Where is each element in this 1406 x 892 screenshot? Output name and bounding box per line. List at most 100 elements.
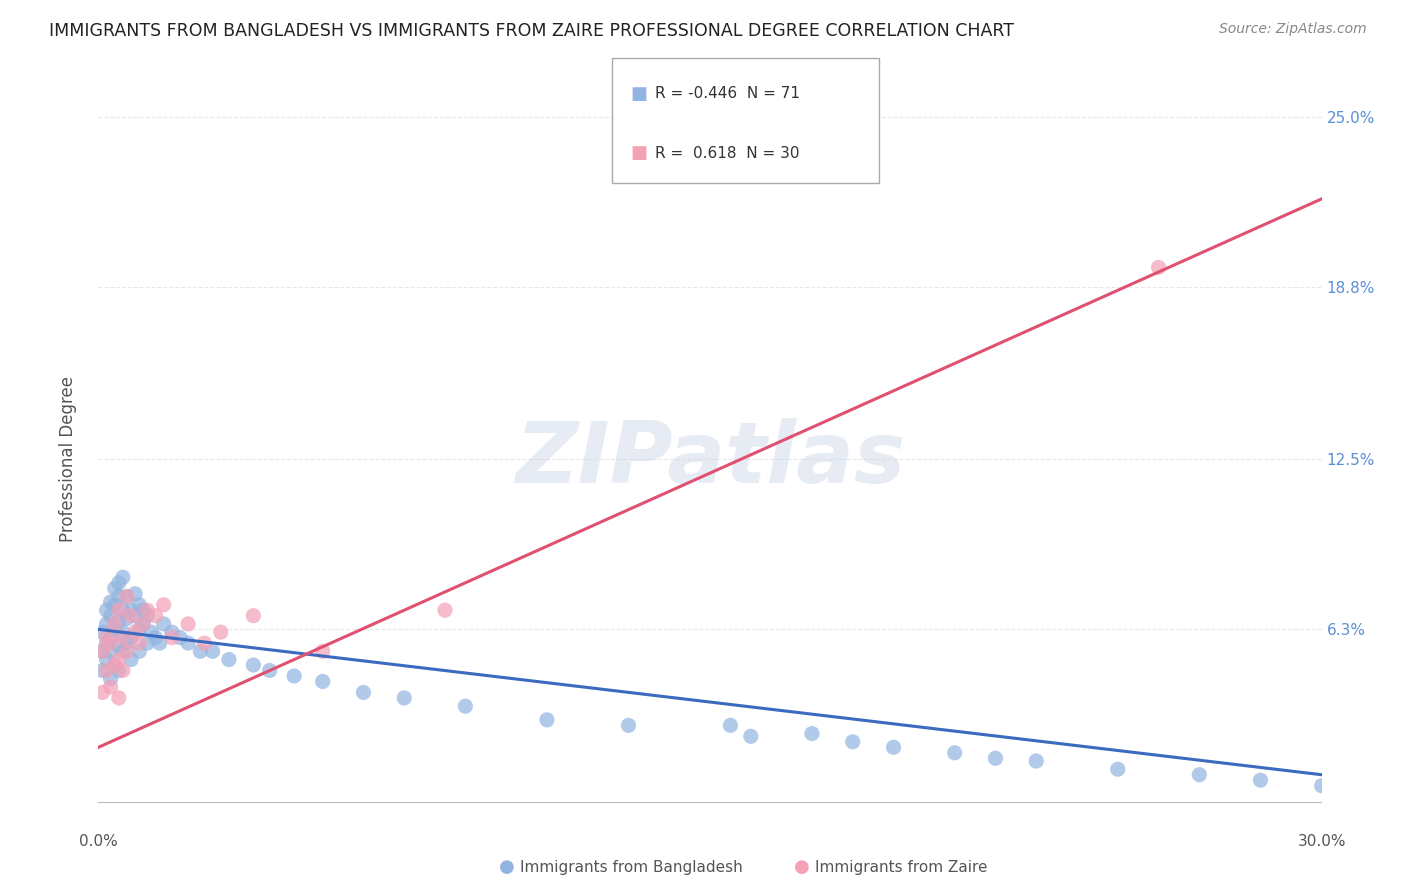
Point (188, 644, 212, 658)
Point (152, 616, 174, 631)
Point (96, 652, 118, 666)
Point (111, 570, 134, 584)
Point (96, 636, 118, 650)
Point (91, 625, 114, 640)
Point (145, 608, 167, 623)
Point (352, 685, 374, 699)
Point (434, 603, 457, 617)
Point (108, 590, 131, 604)
Point (124, 587, 146, 601)
Text: IMMIGRANTS FROM BANGLADESH VS IMMIGRANTS FROM ZAIRE PROFESSIONAL DEGREE CORRELAT: IMMIGRANTS FROM BANGLADESH VS IMMIGRANTS… (49, 22, 1014, 40)
Point (177, 636, 200, 650)
Point (100, 631, 122, 645)
Point (201, 644, 224, 658)
Point (1147, 260, 1170, 275)
Text: Immigrants from Bangladesh: Immigrants from Bangladesh (520, 860, 742, 874)
Point (454, 699, 477, 714)
Point (115, 590, 138, 604)
Point (108, 603, 131, 617)
Point (115, 590, 138, 604)
Point (128, 623, 150, 637)
Point (104, 623, 127, 637)
Point (104, 581, 127, 595)
Text: ZIPatlas: ZIPatlas (515, 417, 905, 501)
Point (120, 631, 142, 645)
Text: ●: ● (794, 858, 810, 876)
Point (160, 631, 183, 645)
Point (91, 685, 114, 699)
Text: ■: ■ (630, 85, 647, 103)
Point (120, 652, 142, 666)
Point (152, 598, 174, 612)
Point (111, 644, 134, 658)
Point (96, 616, 118, 631)
Point (124, 608, 146, 623)
Point (115, 611, 138, 625)
Point (136, 603, 159, 617)
Text: R =  0.618  N = 30: R = 0.618 N = 30 (655, 146, 800, 161)
Point (740, 729, 762, 743)
Point (96, 664, 118, 678)
Point (115, 644, 138, 658)
Point (883, 740, 905, 755)
Point (242, 658, 264, 673)
Point (312, 644, 335, 658)
Point (120, 608, 142, 623)
Point (392, 690, 416, 705)
Point (111, 625, 134, 640)
Point (132, 616, 155, 631)
Point (111, 664, 134, 678)
Point (136, 636, 159, 650)
Point (111, 631, 134, 645)
Text: ■: ■ (630, 145, 647, 162)
Point (209, 625, 232, 640)
Point (104, 658, 127, 673)
Point (1249, 773, 1271, 788)
Point (128, 636, 150, 650)
Point (132, 616, 155, 631)
Point (841, 735, 863, 749)
Point (100, 595, 122, 609)
Point (536, 713, 558, 727)
Point (108, 690, 131, 705)
Y-axis label: Professional Degree: Professional Degree (59, 376, 77, 542)
Point (128, 598, 150, 612)
Point (1188, 768, 1211, 782)
Point (1310, 779, 1333, 793)
Point (100, 608, 122, 623)
Text: ●: ● (499, 858, 515, 876)
Point (91, 664, 114, 678)
Point (1025, 754, 1047, 768)
Point (283, 669, 305, 683)
Point (108, 664, 131, 678)
Point (141, 625, 163, 640)
Point (718, 718, 742, 732)
Point (104, 658, 127, 673)
Point (259, 664, 281, 678)
Point (100, 680, 122, 694)
Text: R = -0.446  N = 71: R = -0.446 N = 71 (655, 87, 800, 101)
Point (145, 631, 167, 645)
Point (136, 608, 159, 623)
Point (169, 631, 191, 645)
Point (100, 636, 122, 650)
Point (108, 652, 131, 666)
Point (1107, 762, 1129, 776)
Text: Immigrants from Zaire: Immigrants from Zaire (815, 860, 988, 874)
Point (312, 674, 335, 689)
Point (104, 598, 127, 612)
Point (96, 631, 118, 645)
Point (132, 603, 155, 617)
Point (128, 644, 150, 658)
Point (984, 751, 1007, 765)
Point (108, 575, 131, 590)
Point (115, 636, 138, 650)
Point (149, 636, 172, 650)
Point (111, 603, 134, 617)
Point (943, 746, 966, 760)
Point (104, 616, 127, 631)
Point (108, 614, 131, 628)
Point (242, 608, 264, 623)
Point (193, 636, 215, 650)
Point (177, 616, 200, 631)
